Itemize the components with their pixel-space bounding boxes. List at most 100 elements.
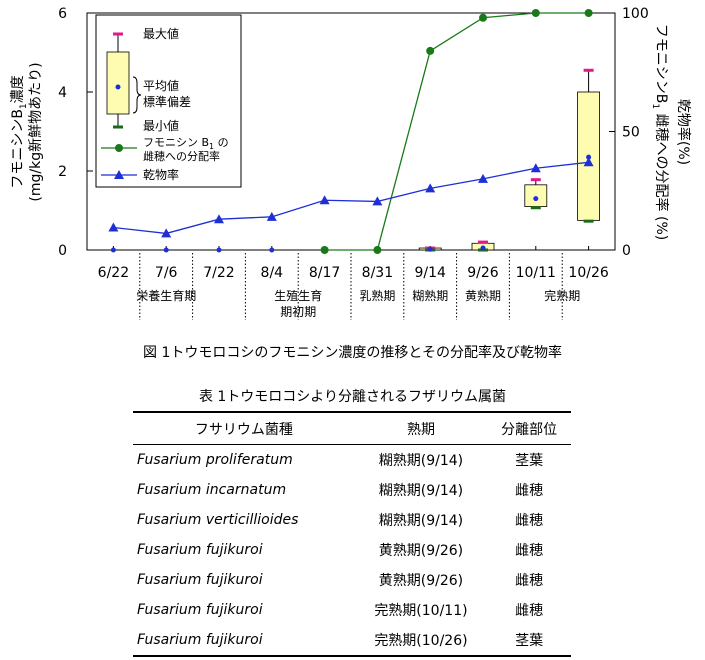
x-tick-label: 6/22 <box>98 265 129 281</box>
x-tick-label: 9/26 <box>467 265 499 281</box>
left-tick-label: 2 <box>58 164 67 180</box>
box-mean-marker <box>269 247 275 253</box>
x-tick-label: 8/17 <box>309 265 340 281</box>
legend-dist-label: フモニシン B1 の <box>143 136 229 151</box>
box-mean-marker <box>427 246 433 252</box>
legend-dry-marker <box>114 170 124 179</box>
stage-cell: 糊熟期(9/14) <box>378 453 464 469</box>
series-line-2 <box>113 161 589 235</box>
legend-min-label: 最小値 <box>143 118 179 133</box>
fusarium-table: フサリウム菌種 熟期 分離部位 Fusarium proliferatum 糊熟… <box>133 411 571 657</box>
legend-mean-marker <box>115 84 121 90</box>
box-mean-marker <box>163 247 169 253</box>
table-row: Fusarium fujikuroi 黄熟期(9/26) 雌穂 <box>133 535 571 565</box>
species-cell: Fusarium fujikuroi <box>137 572 263 588</box>
legend-mean-label: 平均値 <box>143 78 179 93</box>
right-axis-label-line1: フモニシンB1 雌穂への分配率 (%) <box>650 24 670 240</box>
box-mean-marker <box>480 245 486 251</box>
x-tick-label: 10/26 <box>568 265 608 281</box>
stage-label: 栄養生育期 <box>136 288 196 303</box>
legend-dist-label-line2: 雌穂への分配率 <box>143 149 220 163</box>
chart-axes: 0 2 4 6 0 50 100 6/22 7/6 7/22 8/4 8/17 8/31 9/14 9/26… <box>58 6 649 320</box>
part-cell: 雌穂 <box>515 573 544 589</box>
left-tick-label: 6 <box>58 6 67 22</box>
right-tick-label: 100 <box>622 6 649 22</box>
x-tick-label: 8/4 <box>261 265 284 281</box>
box-mean-marker <box>533 196 539 202</box>
stage-label: 黄熟期 <box>465 288 501 303</box>
series-point-circle <box>531 9 540 17</box>
species-cell: Fusarium verticillioides <box>137 512 299 528</box>
table-row: Fusarium incarnatum 糊熟期(9/14) 雌穂 <box>133 475 571 505</box>
right-tick-label: 50 <box>622 125 640 141</box>
species-cell: Fusarium incarnatum <box>137 482 287 498</box>
left-axis-label-line2: (mg/kg新鮮物あたり) <box>28 62 44 201</box>
table-row: Fusarium fujikuroi 黄熟期(9/26) 雌穂 <box>133 565 571 595</box>
stage-label: 糊熟期 <box>412 288 448 303</box>
species-cell: Fusarium fujikuroi <box>137 542 263 558</box>
series-point-circle <box>479 13 487 22</box>
legend-dist-marker <box>115 144 123 152</box>
box-mean-marker <box>110 247 116 253</box>
part-cell: 雌穂 <box>515 513 544 529</box>
stage-cell: 糊熟期(9/14) <box>378 483 464 499</box>
series-point-triangle <box>530 163 541 173</box>
series-point-triangle <box>214 214 224 224</box>
right-axis-title: フモニシンB1 雌穂への分配率 (%) 乾物率(%) <box>650 24 692 240</box>
stage-cell: 黄熟期(9/26) <box>378 543 464 559</box>
stage-label-line2: 期初期 <box>280 305 316 319</box>
legend-box <box>106 51 130 115</box>
legend-max-label: 最大値 <box>143 26 179 41</box>
stage-label: 生殖生育 <box>274 288 322 303</box>
series-point-triangle <box>161 228 172 238</box>
legend-dry-label: 乾物率 <box>143 167 179 182</box>
legend-brace <box>132 76 142 114</box>
species-cell: Fusarium fujikuroi <box>137 602 263 618</box>
series-point-circle <box>320 246 329 254</box>
series-point-triangle <box>372 196 383 206</box>
series-point-circle <box>426 46 435 55</box>
left-tick-label: 0 <box>58 243 67 259</box>
legend-sd-label: 標準偏差 <box>143 94 191 109</box>
left-axis-label-line1: フモニシンB1濃度 <box>10 75 29 188</box>
header-part: 分離部位 <box>487 411 571 445</box>
series-point-triangle <box>266 211 277 221</box>
header-species: フサリウム菌種 <box>133 411 355 445</box>
series-line-1 <box>324 12 589 251</box>
series-point-triangle <box>425 183 436 193</box>
fumonisin-chart: 0 2 4 6 0 50 100 6/22 7/6 7/22 8/4 8/17 8/31 9/14 9/26… <box>10 6 692 320</box>
x-tick-label: 10/11 <box>516 265 556 281</box>
right-axis-label-line2: 乾物率(%) <box>675 99 692 165</box>
table-row: Fusarium proliferatum 糊熟期(9/14) 茎葉 <box>133 445 571 476</box>
x-tick-label: 7/6 <box>155 265 178 281</box>
part-cell: 茎葉 <box>515 453 544 469</box>
species-cell: Fusarium fujikuroi <box>133 625 355 657</box>
table-row: Fusarium verticillioides 糊熟期(9/14) 雌穂 <box>133 505 571 535</box>
box-mean-marker <box>586 154 592 160</box>
stage-cell: 完熟期(10/26) <box>354 625 488 657</box>
stage-label: 乳熟期 <box>359 288 395 303</box>
series-point-triangle <box>478 173 488 183</box>
part-cell: 茎葉 <box>487 625 571 657</box>
x-tick-label: 9/14 <box>414 265 446 281</box>
part-cell: 雌穂 <box>515 543 544 559</box>
left-tick-label: 4 <box>58 85 67 101</box>
series-point-triangle <box>108 222 119 232</box>
box-sd <box>524 184 548 207</box>
stage-label: 完熟期 <box>544 288 580 303</box>
series-point-circle <box>373 246 382 254</box>
box-mean-marker <box>216 247 222 253</box>
header-stage: 熟期 <box>354 411 488 445</box>
table-caption: 表 1トウモロコシより分離されるフザリウム属菌 <box>198 389 507 405</box>
left-axis-title: フモニシンB1濃度 (mg/kg新鮮物あたり) <box>10 62 44 201</box>
table-row: Fusarium fujikuroi 完熟期(10/26) 茎葉 <box>133 625 571 657</box>
table-header-row: フサリウム菌種 熟期 分離部位 <box>133 411 571 445</box>
right-tick-label: 0 <box>622 243 631 259</box>
figure-caption: 図 1トウモロコシのフモニシン濃度の推移とその分配率及び乾物率 <box>143 345 562 361</box>
series-point-triangle <box>319 195 330 205</box>
series-point-triangle <box>583 157 594 167</box>
series-point-circle <box>584 9 593 17</box>
species-cell: Fusarium proliferatum <box>137 452 293 468</box>
